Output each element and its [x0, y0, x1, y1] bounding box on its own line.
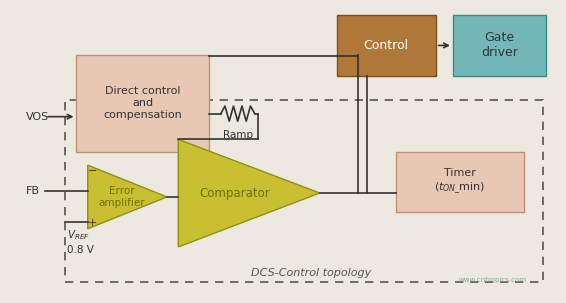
Text: DCS-Control topology: DCS-Control topology	[251, 268, 371, 278]
Text: Error
amplifier: Error amplifier	[98, 186, 145, 208]
Bar	[337, 15, 436, 76]
Text: +: +	[88, 218, 97, 228]
Text: FB: FB	[25, 186, 40, 196]
Text: $V_{REF}$: $V_{REF}$	[67, 228, 90, 242]
Bar	[65, 100, 543, 282]
Bar	[396, 152, 524, 212]
Text: Gate
driver: Gate driver	[481, 32, 518, 59]
Text: Control: Control	[364, 39, 409, 52]
Text: 0.8 V: 0.8 V	[67, 245, 93, 255]
Bar	[453, 15, 546, 76]
Polygon shape	[178, 139, 320, 247]
Text: Timer
($t_{ON\_}$min): Timer ($t_{ON\_}$min)	[434, 168, 486, 195]
Text: Comparator: Comparator	[199, 187, 271, 199]
Polygon shape	[88, 165, 167, 229]
Text: Direct control
and
compensation: Direct control and compensation	[104, 86, 182, 120]
Text: VOS: VOS	[25, 112, 49, 122]
Bar	[76, 55, 209, 152]
Text: www.cntropics.com: www.cntropics.com	[458, 277, 526, 283]
Text: Ramp: Ramp	[222, 130, 253, 140]
Text: −: −	[88, 166, 97, 176]
